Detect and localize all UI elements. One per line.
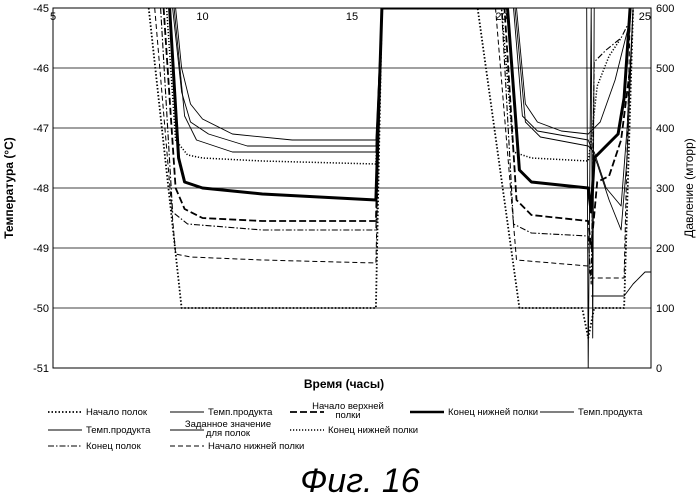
- y2-tick-label: 300: [656, 183, 674, 195]
- y-tick-label: -46: [33, 63, 49, 75]
- y-tick-label: -51: [33, 363, 49, 375]
- series-line: [161, 8, 630, 284]
- x-tick-label: 25: [639, 11, 651, 23]
- y2-tick-label: 0: [656, 363, 662, 375]
- series-line: [167, 8, 621, 164]
- x-tick-label: 5: [50, 11, 56, 23]
- legend-label: Конец нижней полки: [448, 407, 538, 418]
- x-tick-label: 10: [196, 11, 208, 23]
- legend-label: Темп.продукта: [208, 407, 273, 418]
- y-tick-label: -47: [33, 123, 49, 135]
- series-line: [170, 8, 630, 212]
- legend-label: Начало нижней полки: [208, 441, 304, 452]
- series-line: [155, 8, 630, 278]
- legend-label: Конец нижней полки: [328, 425, 418, 436]
- legend-label: Начало полок: [86, 407, 148, 418]
- legend: Начало полокТемп.продуктаНачало верхнейп…: [48, 401, 643, 452]
- y-tick-label: -50: [33, 303, 49, 315]
- series-line: [173, 8, 633, 230]
- y2-tick-label: 100: [656, 303, 674, 315]
- series-line: [149, 8, 633, 338]
- y2-tick-label: 200: [656, 243, 674, 255]
- legend-label: для полок: [206, 428, 251, 439]
- figure-caption: Фиг. 16: [300, 462, 420, 497]
- x-axis-title: Время (часы): [304, 377, 384, 391]
- y-tick-label: -48: [33, 183, 49, 195]
- x-tick-label: 20: [495, 11, 507, 23]
- tick-labels: 5 10 15 20 25 -45 -46 -47 -48 -49 -50 -51 600 500 400 3…: [33, 3, 674, 375]
- x-tick-label: 15: [346, 11, 358, 23]
- series-line: [174, 8, 633, 206]
- legend-label: Темп.продукта: [86, 425, 151, 436]
- legend-label: Темп.продукта: [578, 407, 643, 418]
- legend-label: Конец полок: [86, 441, 142, 452]
- legend-label: полки: [335, 410, 360, 421]
- y2-tick-label: 500: [656, 63, 674, 75]
- y2-tick-label: 600: [656, 3, 674, 15]
- gridlines: [53, 68, 651, 308]
- y2-axis-title: Давление (мторр): [682, 138, 696, 238]
- y-axis-title: Температура (°C): [2, 137, 16, 239]
- series-line: [176, 8, 630, 140]
- y2-tick-label: 400: [656, 123, 674, 135]
- series-line: [591, 272, 700, 296]
- y-tick-label: -49: [33, 243, 49, 255]
- y-tick-label: -45: [33, 3, 49, 15]
